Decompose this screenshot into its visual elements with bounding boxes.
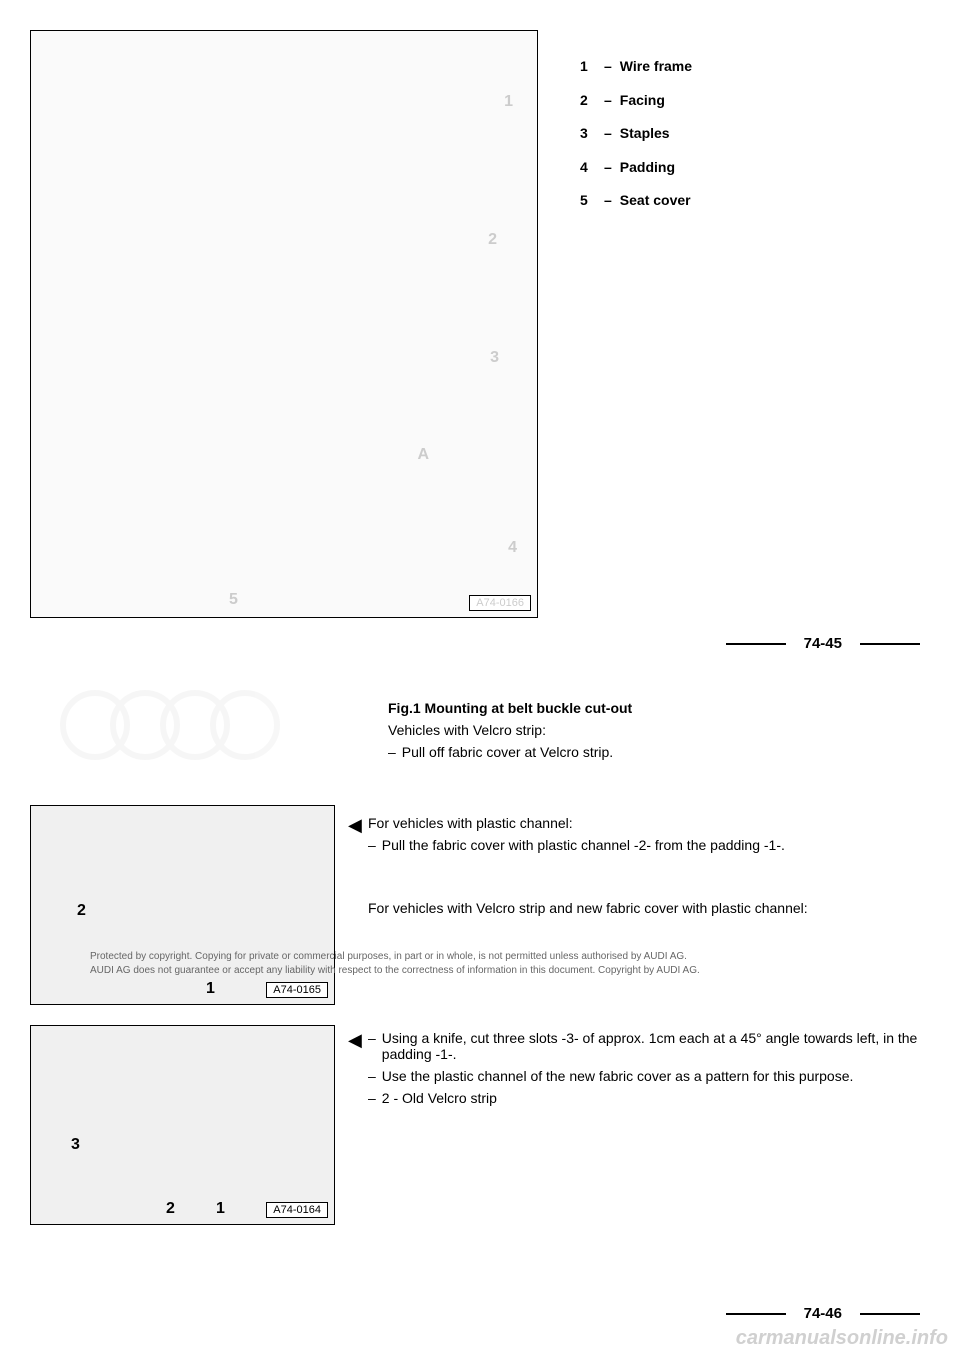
part-num: 4 [580,151,596,185]
dash-icon: – [368,1068,376,1084]
part-item: 3 – Staples [580,117,692,151]
main-diagram: 1 2 3 4 5 A A74-0166 [30,30,538,618]
callout-1: 1 [216,1200,225,1218]
instruction-bullet: – Pull the fabric cover with plastic cha… [368,837,928,853]
part-label: Seat cover [620,184,691,218]
part-sep: – [604,117,612,151]
callout-2: 2 [488,231,497,249]
callout-1: 1 [206,980,215,998]
page-number: 74-45 [804,635,842,652]
dash-icon: – [388,744,396,760]
instruction-head: For vehicles with plastic channel: [368,815,928,831]
figure-subtitle: Vehicles with Velcro strip: [388,722,928,738]
part-item: 2 – Facing [580,84,692,118]
callout-3: 3 [71,1136,80,1154]
dash-icon: – [368,837,376,853]
pointer-left-icon: ◀ [348,1030,362,1051]
bullet-text: Using a knife, cut three slots -3- of ap… [382,1030,928,1062]
diagram-small-2: 3 2 1 A74-0164 [30,1025,335,1225]
figure-title: Fig.1 Mounting at belt buckle cut-out [388,700,928,716]
instruction-block: ◀ – Using a knife, cut three slots -3- o… [368,1030,928,1112]
parts-list: 1 – Wire frame 2 – Facing 3 – Staples 4 … [580,50,692,218]
part-sep: – [604,50,612,84]
part-label: Wire frame [620,50,692,84]
bullet-text: Use the plastic channel of the new fabri… [382,1068,854,1084]
instruction-bullet: – Pull off fabric cover at Velcro strip. [388,744,928,760]
part-sep: – [604,84,612,118]
instruction-block: For vehicles with Velcro strip and new f… [368,900,928,922]
diagram-code: A74-0164 [266,1202,328,1218]
part-num: 1 [580,50,596,84]
bullet-text: 2 - Old Velcro strip [382,1090,497,1106]
figure-caption: Fig.1 Mounting at belt buckle cut-out Ve… [388,700,928,766]
marker-line [726,643,786,645]
instruction-bullet: – Using a knife, cut three slots -3- of … [368,1030,928,1062]
part-num: 5 [580,184,596,218]
part-item: 5 – Seat cover [580,184,692,218]
page-marker: 74-45 [726,635,920,652]
part-num: 3 [580,117,596,151]
marker-line [860,643,920,645]
dash-icon: – [368,1090,376,1106]
callout-2: 2 [166,1200,175,1218]
diagram-code: A74-0165 [266,982,328,998]
diagram-code: A74-0166 [469,595,531,611]
part-sep: – [604,151,612,185]
dash-icon: – [368,1030,376,1062]
instruction-bullet: – Use the plastic channel of the new fab… [368,1068,928,1084]
part-label: Facing [620,84,665,118]
part-label: Padding [620,151,675,185]
part-item: 4 – Padding [580,151,692,185]
page-section-bottom: Fig.1 Mounting at belt buckle cut-out Ve… [0,680,960,1358]
callout-1: 1 [504,93,513,111]
page-number: 74-46 [804,1305,842,1322]
watermark-text: carmanualsonline.info [736,1327,948,1350]
part-label: Staples [620,117,670,151]
part-item: 1 – Wire frame [580,50,692,84]
instruction-block: ◀ For vehicles with plastic channel: – P… [368,815,928,859]
pointer-left-icon: ◀ [348,815,362,836]
marker-line [860,1313,920,1315]
callout-2: 2 [77,902,86,920]
audi-logo-watermark [80,690,280,763]
callout-4: 4 [508,539,517,557]
bullet-text: Pull off fabric cover at Velcro strip. [402,744,613,760]
part-sep: – [604,184,612,218]
instruction-bullet: – 2 - Old Velcro strip [368,1090,928,1106]
instruction-head: For vehicles with Velcro strip and new f… [368,900,928,916]
page-section-top: 1 2 3 4 5 A A74-0166 1 – Wire frame 2 – … [0,0,960,680]
bullet-text: Pull the fabric cover with plastic chann… [382,837,785,853]
callout-a: A [417,446,429,464]
page-marker: 74-46 [726,1305,920,1322]
diagram-placeholder: 1 2 3 4 5 A A74-0166 [31,31,537,617]
marker-line [726,1313,786,1315]
copyright-text: Protected by copyright. Copying for priv… [90,950,710,978]
part-num: 2 [580,84,596,118]
callout-5: 5 [229,591,238,609]
callout-3: 3 [490,349,499,367]
